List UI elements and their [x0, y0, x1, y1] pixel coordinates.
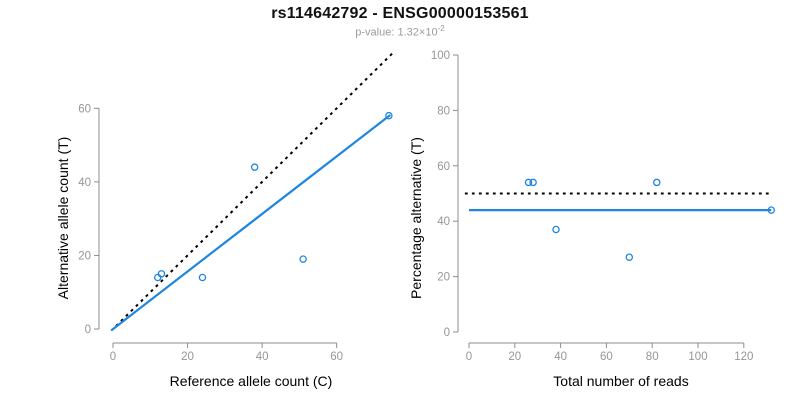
x-tick-label: 80: [646, 351, 659, 363]
y-tick-label: 60: [437, 161, 450, 173]
data-point: [625, 253, 634, 261]
y-tick-label: 0: [85, 324, 91, 336]
data-point: [250, 163, 259, 171]
page-title: rs114642792 - ENSG00000153561: [271, 5, 529, 22]
p-value-base: 10: [425, 26, 438, 39]
y-tick-label: 40: [78, 177, 91, 189]
data-point: [153, 273, 162, 282]
data-point: [524, 178, 533, 187]
x-tick-label: 100: [688, 351, 707, 363]
x-tick-label: 60: [600, 351, 613, 363]
x-tick-label: 0: [466, 351, 472, 363]
data-point: [198, 273, 207, 282]
p-value-prefix: p-value:: [355, 26, 398, 39]
y-axis-title-left: Alternative allele count (T): [55, 137, 71, 300]
y-tick-label: 0: [444, 327, 450, 339]
x-axis-title-right: Total number of reads: [553, 373, 688, 389]
y-tick-label: 40: [437, 216, 450, 228]
x-tick-label: 0: [110, 351, 116, 363]
x-tick-label: 120: [734, 351, 753, 363]
y-tick-label: 60: [78, 103, 91, 115]
p-value-subtitle: p-value: 1.32×10-2: [0, 24, 800, 39]
y-tick-label: 20: [437, 272, 450, 284]
y-tick-label: 20: [78, 250, 91, 262]
data-point: [529, 178, 537, 187]
y-axis-title-right: Percentage alternative (T): [408, 137, 424, 299]
data-point: [385, 111, 393, 120]
data-point: [552, 225, 560, 234]
x-tick-label: 20: [181, 351, 194, 363]
x-tick-label: 40: [554, 351, 567, 363]
data-point: [157, 270, 166, 278]
x-axis-title-left: Reference allele count (C): [170, 373, 333, 389]
data-point: [299, 255, 307, 263]
x-tick-label: 20: [508, 351, 521, 363]
y-tick-label: 100: [431, 50, 450, 62]
p-value-mantissa: 1.32: [397, 26, 419, 39]
y-tick-label: 80: [437, 105, 450, 117]
identity-line: [115, 52, 394, 327]
data-point: [653, 178, 661, 187]
p-value-exponent: -2: [437, 24, 445, 33]
fit-line: [110, 114, 392, 332]
p-value-times-sign: ×: [418, 26, 426, 39]
x-tick-label: 40: [256, 351, 269, 363]
data-point: [767, 206, 776, 214]
x-tick-label: 60: [330, 351, 343, 363]
